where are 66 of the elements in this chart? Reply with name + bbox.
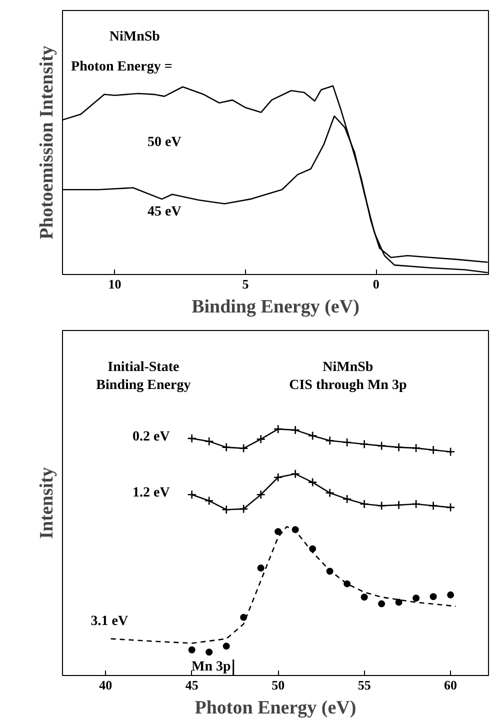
point: [342, 438, 352, 448]
x-tick-label: 10: [108, 276, 122, 292]
annotation: Mn 3p: [191, 659, 231, 674]
point: [446, 502, 456, 512]
point: [376, 501, 386, 510]
point: [256, 490, 266, 500]
series-label: 0.2 eV: [132, 429, 170, 444]
point: [238, 444, 248, 453]
point: [222, 642, 230, 650]
point: [411, 443, 421, 453]
point: [411, 499, 421, 509]
point: [204, 436, 214, 446]
text: NiMnSb CIS through Mn 3p: [289, 360, 407, 394]
series-label: 1.2 eV: [132, 486, 170, 501]
point: [412, 594, 420, 602]
point: [428, 501, 438, 510]
point: [222, 442, 231, 452]
point: [187, 434, 196, 444]
point: [187, 490, 196, 500]
text: NiMnSb: [109, 29, 160, 44]
point: [360, 594, 368, 601]
point: [344, 580, 351, 588]
point: [360, 439, 369, 449]
point: [447, 591, 454, 598]
point: [446, 447, 456, 456]
point: [376, 441, 386, 450]
point: [395, 598, 402, 606]
series-label: 3.1 eV: [90, 614, 128, 629]
text: Photon Energy =: [71, 60, 172, 75]
y-axis-title: Photoemission Intensity: [36, 45, 58, 240]
point: [290, 469, 300, 479]
x-tick-label: 5: [242, 276, 250, 292]
point: [290, 425, 300, 435]
x-tick-label: 45: [185, 678, 199, 692]
x-tick-label: 40: [99, 678, 112, 692]
point: [430, 593, 437, 600]
point: [325, 488, 334, 498]
point: [273, 472, 283, 482]
point: [238, 504, 248, 514]
x-tick-label: 0: [372, 276, 380, 292]
x-axis-title: Photon Energy (eV): [194, 698, 356, 718]
point: [257, 564, 264, 572]
point: [428, 445, 438, 455]
point: [360, 499, 369, 509]
point: [206, 648, 213, 656]
point: [394, 500, 404, 510]
point: [308, 431, 318, 440]
point: [222, 505, 231, 514]
x-axis-title: Binding Energy (eV): [192, 296, 360, 318]
point: [342, 494, 352, 504]
point: [273, 424, 283, 434]
text: 50 eV: [148, 134, 182, 150]
point: [325, 436, 334, 446]
point: [188, 646, 196, 654]
series-label: 45 eV: [148, 204, 182, 220]
point: [256, 434, 266, 444]
point: [308, 478, 318, 487]
x-tick-label: 55: [358, 678, 372, 692]
text: Initial-State Binding Energy: [96, 360, 191, 394]
point: [274, 528, 282, 536]
y-axis-title: Intensity: [36, 466, 58, 539]
point: [394, 442, 404, 452]
point: [378, 600, 386, 608]
x-tick-label: 50: [272, 678, 285, 692]
point: [204, 496, 214, 506]
x-tick-label: 60: [444, 678, 458, 692]
